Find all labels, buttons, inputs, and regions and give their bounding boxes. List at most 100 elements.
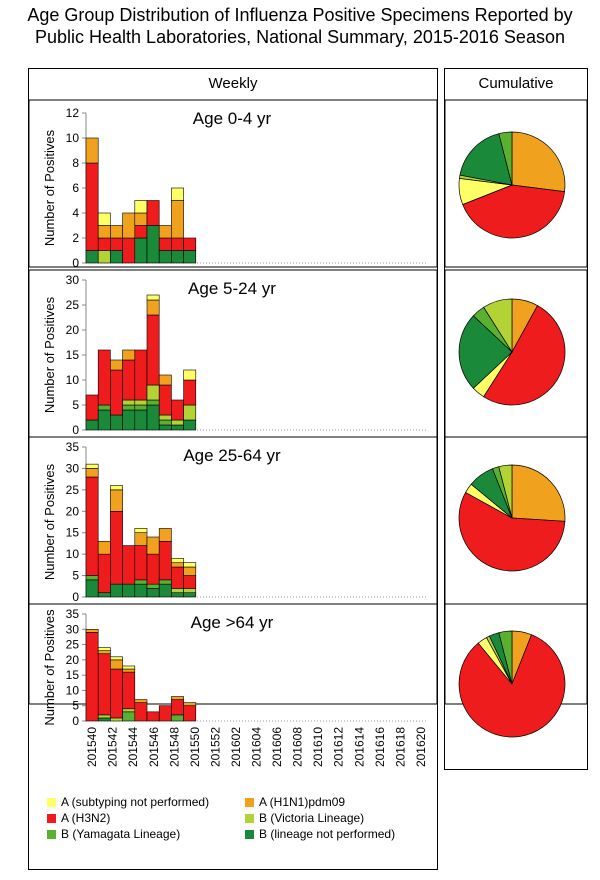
bar-segment-b_notperformed xyxy=(134,237,148,264)
pie-slice-b_notperformed xyxy=(458,315,513,389)
bar-segment-a_unsubtyped xyxy=(97,647,111,651)
bar-segment-a_h3n2 xyxy=(183,575,197,589)
y-tick-label: 5 xyxy=(72,569,79,583)
legend-label: B (Victoria Lineage) xyxy=(259,811,365,825)
bar-segment-b_victoria xyxy=(183,404,197,421)
pie-slice-a_h1n1 xyxy=(511,131,566,193)
bar-segment-a_h3n2 xyxy=(158,540,172,581)
y-tick-label: 10 xyxy=(66,683,80,697)
bar-segment-a_h1n1 xyxy=(85,137,99,164)
x-tick-label: 201546 xyxy=(147,727,161,767)
bar-segment-b_notperformed xyxy=(146,225,160,264)
bar-segment-b_yamagata xyxy=(97,404,111,411)
bar-segment-a_h1n1 xyxy=(146,536,160,555)
bar-segment-a_h1n1 xyxy=(122,349,136,361)
bar-segment-a_h3n2 xyxy=(97,553,111,594)
bar-segment-b_victoria xyxy=(171,588,184,594)
y-axis-label: Number of Positives xyxy=(42,463,57,580)
bar-segment-a_h3n2 xyxy=(85,632,99,722)
age-group-label: Age 0-4 yr xyxy=(193,109,272,128)
bar-segment-a_unsubtyped xyxy=(122,665,136,670)
bar-segment-a_h3n2 xyxy=(134,702,148,722)
x-tick-label: 201608 xyxy=(291,727,305,767)
weekly-header: Weekly xyxy=(208,75,258,92)
bar-segment-b_victoria xyxy=(97,250,111,264)
y-axis-label: Number of Positives xyxy=(42,296,57,413)
y-tick-label: 20 xyxy=(66,653,80,667)
bar-segment-b_notperformed xyxy=(158,424,172,431)
bar-segment-a_h1n1 xyxy=(97,650,111,655)
bar-segment-a_unsubtyped xyxy=(171,558,184,564)
y-tick-label: 12 xyxy=(66,106,80,120)
bar-segment-a_h1n1 xyxy=(110,659,123,670)
bar-segment-a_h3n2 xyxy=(146,314,160,386)
legend-item-a_h3n2: A (H3N2) xyxy=(47,811,110,825)
bar-segment-b_victoria xyxy=(122,708,136,713)
bar-segment-a_h1n1 xyxy=(158,374,172,386)
bar-segment-b_victoria xyxy=(122,399,136,406)
bar-segment-b_notperformed xyxy=(134,583,148,598)
bar-segment-b_notperformed xyxy=(183,250,197,264)
y-tick-label: 30 xyxy=(66,461,80,475)
x-tick-label: 201548 xyxy=(167,727,181,767)
bar-segment-a_h1n1 xyxy=(110,225,123,239)
bar-segment-a_h3n2 xyxy=(85,394,99,421)
bar-segment-b_victoria xyxy=(171,419,184,426)
bar-segment-a_h3n2 xyxy=(110,510,123,585)
bar-segment-a_h3n2 xyxy=(122,237,136,264)
bar-segment-b_yamagata xyxy=(122,711,136,722)
bar-segment-b_notperformed xyxy=(110,583,123,598)
bar-segment-a_unsubtyped xyxy=(110,656,123,661)
x-tick-label: 201616 xyxy=(373,727,387,767)
y-tick-label: 15 xyxy=(66,668,80,682)
bar-segment-b_yamagata xyxy=(134,404,148,411)
pie-slice-b_yamagata xyxy=(498,131,513,186)
bar-segment-b_notperformed xyxy=(85,250,99,264)
legend-label: B (lineage not performed) xyxy=(259,827,396,841)
pie-slice-a_h3n2 xyxy=(458,634,566,738)
legend-item-b_notperformed: B (lineage not performed) xyxy=(245,827,395,841)
y-tick-label: 4 xyxy=(72,206,79,220)
bar-segment-a_unsubtyped xyxy=(171,187,184,201)
bar-segment-a_h1n1 xyxy=(146,299,160,316)
bar-segment-a_unsubtyped xyxy=(183,369,197,381)
bar-segment-a_h1n1 xyxy=(158,225,172,239)
bar-segment-b_notperformed xyxy=(146,404,160,431)
bar-segment-b_notperformed xyxy=(146,588,160,598)
y-tick-label: 25 xyxy=(66,298,80,312)
bar-segment-a_h3n2 xyxy=(146,200,160,226)
bar-segment-a_unsubtyped xyxy=(146,294,160,301)
y-tick-label: 20 xyxy=(66,323,80,337)
bar-segment-b_notperformed xyxy=(158,583,172,598)
bar-segment-a_h3n2 xyxy=(85,162,99,251)
y-axis-label: Number of Positives xyxy=(42,609,57,726)
pie-slice-b_yamagata xyxy=(498,630,513,685)
bar-segment-a_h3n2 xyxy=(97,237,111,251)
bar-segment-b_yamagata xyxy=(122,404,136,411)
bar-segment-a_h3n2 xyxy=(134,349,148,401)
bar-segment-a_h1n1 xyxy=(183,566,197,576)
bar-segment-a_h1n1 xyxy=(134,699,148,703)
chart-title-line-1: Age Group Distribution of Influenza Posi… xyxy=(27,5,573,25)
x-tick-label: 201542 xyxy=(106,727,120,767)
bar-segment-b_victoria xyxy=(134,399,148,406)
bar-segment-a_h3n2 xyxy=(97,349,111,406)
bar-segment-a_h3n2 xyxy=(122,545,136,585)
bar-segment-b_notperformed xyxy=(110,250,123,264)
pie-slice-b_victoria xyxy=(498,464,513,519)
y-tick-label: 20 xyxy=(66,504,80,518)
y-tick-label: 8 xyxy=(72,156,79,170)
y-tick-label: 10 xyxy=(66,131,80,145)
legend-label: A (H1N1)pdm09 xyxy=(259,795,346,809)
bar-segment-a_h1n1 xyxy=(122,212,136,239)
bar-segment-a_h3n2 xyxy=(158,384,172,416)
y-tick-label: 5 xyxy=(72,398,79,412)
x-tick-label: 201540 xyxy=(85,727,99,767)
bar-segment-b_notperformed xyxy=(183,592,197,598)
bar-segment-a_h3n2 xyxy=(183,237,197,251)
bar-segment-b_notperformed xyxy=(183,419,197,431)
bar-segment-a_h3n2 xyxy=(110,668,123,719)
bar-segment-a_h3n2 xyxy=(158,237,172,251)
pie-slice-a_h3n2 xyxy=(462,184,565,239)
